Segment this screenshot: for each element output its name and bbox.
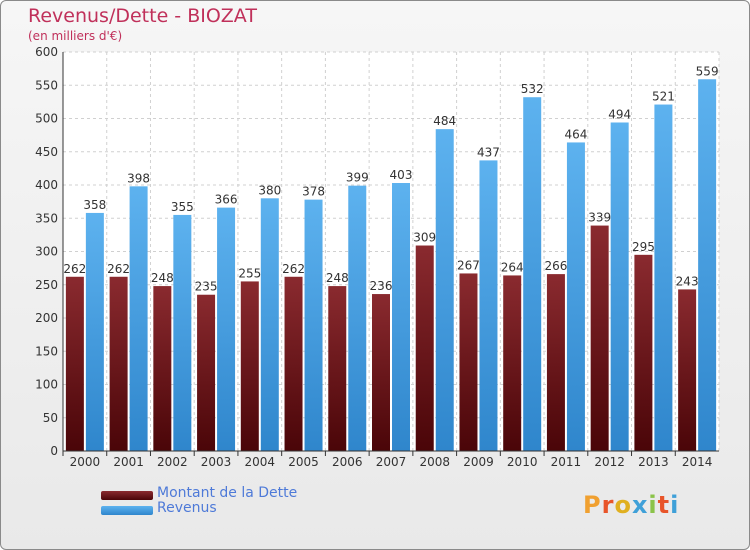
y-tick-label: 500 — [35, 112, 58, 126]
data-label-dette: 248 — [151, 271, 174, 285]
bar-revenus — [654, 104, 673, 451]
bar-revenus — [698, 79, 717, 451]
data-label-dette: 255 — [238, 266, 261, 280]
data-label-revenus: 494 — [608, 107, 631, 121]
legend-swatch-dette — [101, 491, 153, 500]
x-tick-label: 2000 — [70, 455, 101, 469]
x-tick-label: 2009 — [463, 455, 494, 469]
bar-revenus — [85, 212, 104, 451]
data-label-dette: 262 — [107, 262, 130, 276]
y-tick-label: 100 — [35, 378, 58, 392]
x-tick-label: 2011 — [551, 455, 582, 469]
x-tick-label: 2010 — [507, 455, 538, 469]
data-label-dette: 235 — [195, 280, 218, 294]
bar-dette — [459, 273, 478, 451]
x-tick-label: 2002 — [157, 455, 188, 469]
y-tick-label: 200 — [35, 311, 58, 325]
bar-revenus — [260, 198, 279, 451]
bar-dette — [590, 225, 609, 451]
x-tick-label: 2004 — [245, 455, 276, 469]
data-label-revenus: 378 — [302, 185, 325, 199]
x-tick-label: 2006 — [332, 455, 363, 469]
y-tick-label: 350 — [35, 211, 58, 225]
bar-dette — [546, 274, 565, 451]
bar-dette — [65, 276, 84, 451]
bar-dette — [240, 281, 259, 451]
bar-revenus — [392, 183, 410, 451]
bar-dette — [284, 276, 303, 451]
legend-label-revenus: Revenus — [157, 500, 217, 516]
data-label-revenus: 366 — [215, 193, 238, 207]
chart-subtitle: (en milliers d'€) — [28, 29, 123, 43]
data-label-dette: 339 — [588, 211, 611, 225]
y-tick-label: 250 — [35, 278, 58, 292]
data-label-revenus: 532 — [521, 82, 544, 96]
data-label-revenus: 437 — [477, 145, 500, 159]
proxiti-logo: Proxiti — [583, 491, 680, 519]
data-label-dette: 266 — [544, 259, 567, 273]
legend-label-dette: Montant de la Dette — [157, 485, 298, 501]
data-label-dette: 262 — [282, 262, 305, 276]
y-tick-label: 600 — [35, 45, 58, 59]
chart-title: Revenus/Dette - BIOZAT — [28, 5, 257, 27]
bar-revenus — [348, 185, 367, 452]
bar-dette — [634, 254, 653, 451]
y-tick-label: 150 — [35, 344, 58, 358]
data-label-dette: 295 — [632, 240, 655, 254]
data-label-revenus: 559 — [696, 64, 719, 78]
x-tick-label: 2001 — [113, 455, 144, 469]
bar-dette — [197, 294, 216, 451]
data-label-revenus: 398 — [127, 171, 150, 185]
x-tick-label: 2012 — [594, 455, 625, 469]
bar-dette — [678, 289, 697, 451]
y-tick-label: 550 — [35, 78, 58, 92]
data-label-dette: 267 — [457, 258, 480, 272]
data-label-revenus: 355 — [171, 200, 194, 214]
data-label-dette: 262 — [63, 262, 86, 276]
x-tick-label: 2007 — [376, 455, 407, 469]
bar-revenus — [129, 186, 148, 451]
bar-dette — [503, 275, 522, 451]
bar-dette — [415, 245, 434, 451]
y-tick-label: 300 — [35, 245, 58, 259]
data-label-revenus: 484 — [433, 114, 456, 128]
bar-dette — [109, 276, 128, 451]
bar-dette — [153, 286, 172, 451]
bar-revenus — [217, 207, 236, 451]
data-label-dette: 309 — [413, 231, 436, 245]
data-label-revenus: 399 — [346, 171, 369, 185]
legend-swatch-revenus — [101, 506, 153, 515]
y-tick-label: 450 — [35, 145, 58, 159]
bar-revenus — [610, 122, 629, 452]
bar-revenus — [523, 97, 542, 451]
data-label-revenus: 521 — [652, 90, 675, 104]
x-tick-label: 2003 — [201, 455, 232, 469]
y-tick-label: 0 — [50, 444, 58, 458]
bar-revenus — [173, 214, 192, 451]
data-label-revenus: 380 — [258, 183, 281, 197]
data-label-dette: 248 — [326, 271, 349, 285]
bar-revenus — [566, 142, 585, 451]
bar-dette — [328, 286, 347, 451]
x-tick-label: 2014 — [682, 455, 713, 469]
data-label-revenus: 358 — [83, 198, 106, 212]
data-label-dette: 243 — [676, 274, 699, 288]
bar-revenus — [435, 129, 454, 451]
bar-dette — [372, 294, 390, 451]
bar-revenus — [479, 160, 498, 451]
data-label-dette: 236 — [370, 279, 393, 293]
x-tick-label: 2013 — [638, 455, 669, 469]
y-tick-label: 50 — [43, 411, 58, 425]
x-tick-label: 2008 — [419, 455, 450, 469]
data-label-dette: 264 — [501, 260, 524, 274]
y-tick-label: 400 — [35, 178, 58, 192]
x-tick-label: 2005 — [288, 455, 319, 469]
data-label-revenus: 464 — [564, 127, 587, 141]
data-label-revenus: 403 — [390, 168, 413, 182]
bar-revenus — [304, 199, 323, 451]
